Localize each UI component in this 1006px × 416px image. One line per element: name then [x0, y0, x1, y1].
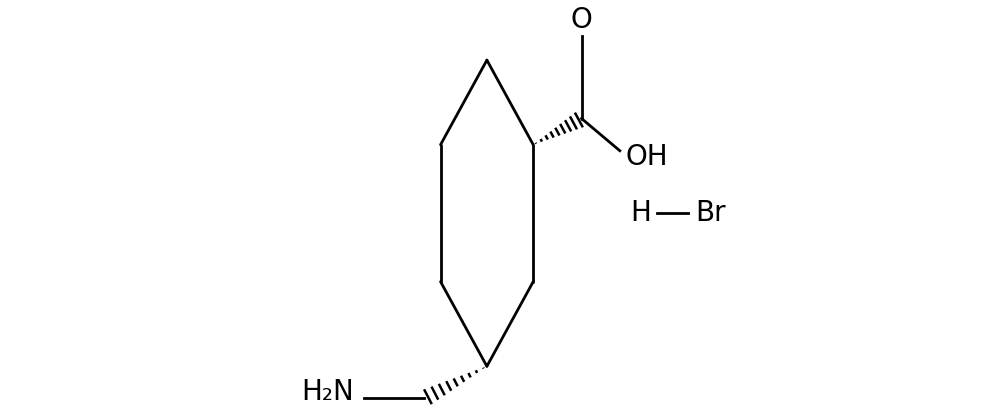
Text: O: O: [570, 6, 593, 34]
Text: Br: Br: [695, 199, 726, 227]
Text: OH: OH: [626, 143, 669, 171]
Text: H: H: [631, 199, 651, 227]
Text: H₂N: H₂N: [301, 379, 354, 406]
